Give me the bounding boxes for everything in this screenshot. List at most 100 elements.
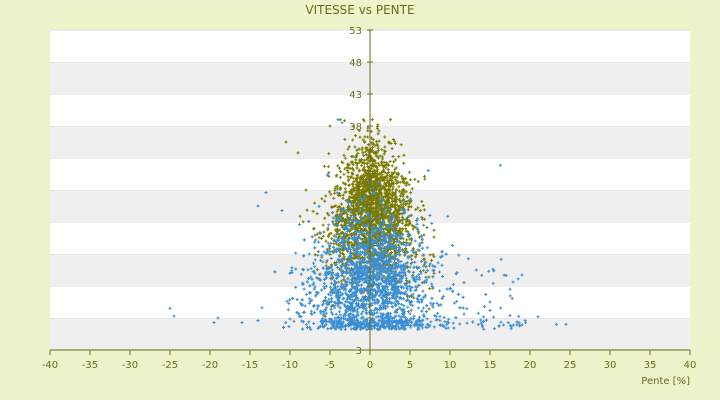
scatter-point-blue	[335, 291, 339, 295]
scatter-point-olive	[407, 222, 411, 226]
scatter-point-blue	[386, 301, 390, 305]
scatter-point-olive	[384, 182, 388, 186]
scatter-point-olive	[405, 282, 409, 286]
scatter-point-blue	[412, 265, 416, 269]
scatter-point-olive	[381, 184, 385, 188]
scatter-point-blue	[366, 247, 370, 251]
scatter-point-olive	[375, 154, 379, 158]
scatter-point-blue	[329, 305, 333, 309]
scatter-point-blue	[342, 296, 346, 300]
scatter-point-blue	[377, 206, 381, 210]
scatter-point-blue	[380, 265, 384, 269]
scatter-point-blue	[350, 259, 354, 263]
scatter-point-blue	[412, 314, 416, 318]
scatter-point-blue	[391, 216, 395, 220]
scatter-point-olive	[395, 182, 399, 186]
scatter-point-olive	[365, 203, 369, 207]
scatter-point-blue	[397, 296, 401, 300]
scatter-point-olive	[324, 264, 328, 268]
scatter-point-blue	[384, 247, 388, 251]
scatter-point-blue	[322, 324, 326, 328]
scatter-point-blue	[433, 265, 437, 269]
scatter-point-blue	[422, 315, 426, 319]
x-tick-label: -20	[202, 360, 218, 371]
scatter-point-olive	[335, 227, 339, 231]
scatter-point-blue	[439, 303, 443, 307]
scatter-point-olive	[284, 140, 288, 144]
scatter-point-blue	[384, 255, 388, 259]
scatter-point-blue	[425, 317, 429, 321]
scatter-point-blue	[298, 222, 302, 226]
scatter-point-olive	[323, 314, 327, 318]
scatter-point-olive	[311, 209, 315, 213]
x-tick-label: -5	[325, 360, 335, 371]
scatter-point-olive	[407, 183, 411, 187]
scatter-point-blue	[339, 265, 343, 269]
scatter-point-blue	[366, 230, 370, 234]
scatter-point-olive	[333, 191, 337, 195]
scatter-point-olive	[351, 205, 355, 209]
scatter-point-olive	[358, 168, 362, 172]
scatter-point-blue	[375, 260, 379, 264]
scatter-point-olive	[322, 230, 326, 234]
scatter-point-blue	[362, 272, 366, 276]
scatter-point-blue	[396, 232, 400, 236]
scatter-point-blue	[384, 259, 388, 263]
scatter-point-blue	[431, 264, 435, 268]
scatter-point-olive	[345, 221, 349, 225]
scatter-point-blue	[287, 302, 291, 306]
scatter-point-blue	[354, 265, 358, 269]
scatter-point-olive	[354, 158, 358, 162]
scatter-point-blue	[420, 322, 424, 326]
scatter-point-blue	[344, 261, 348, 265]
scatter-point-olive	[365, 205, 369, 209]
scatter-point-blue	[381, 223, 385, 227]
scatter-point-olive	[313, 201, 317, 205]
scatter-point-blue	[440, 249, 444, 253]
scatter-point-blue	[348, 321, 352, 325]
scatter-point-olive	[393, 209, 397, 213]
scatter-point-blue	[419, 260, 423, 264]
scatter-point-blue	[401, 233, 405, 237]
scatter-point-blue	[351, 317, 355, 321]
scatter-point-blue	[324, 284, 328, 288]
scatter-point-blue	[332, 283, 336, 287]
scatter-point-olive	[341, 262, 345, 266]
scatter-point-blue	[329, 310, 333, 314]
scatter-point-blue	[288, 298, 292, 302]
scatter-point-blue	[358, 306, 362, 310]
scatter-point-blue	[398, 265, 402, 269]
scatter-point-blue	[318, 272, 322, 276]
scatter-point-blue	[390, 263, 394, 267]
scatter-point-olive	[325, 211, 329, 215]
scatter-point-blue	[310, 298, 314, 302]
scatter-point-olive	[393, 198, 397, 202]
scatter-point-blue	[420, 318, 424, 322]
scatter-point-blue	[342, 270, 346, 274]
scatter-point-olive	[370, 173, 374, 177]
scatter-point-blue	[425, 246, 429, 250]
scatter-point-blue	[377, 319, 381, 323]
scatter-point-blue	[402, 291, 406, 295]
scatter-point-olive	[343, 137, 347, 141]
scatter-point-blue	[474, 268, 478, 272]
scatter-point-olive	[395, 203, 399, 207]
scatter-point-blue	[349, 215, 353, 219]
scatter-point-blue	[363, 267, 367, 271]
scatter-point-blue	[290, 266, 294, 270]
scatter-point-blue	[389, 233, 393, 237]
scatter-point-olive	[388, 159, 392, 163]
scatter-point-olive	[338, 186, 342, 190]
scatter-point-blue	[412, 277, 416, 281]
scatter-point-olive	[332, 242, 336, 246]
scatter-point-olive	[413, 177, 417, 181]
scatter-point-blue	[343, 317, 347, 321]
scatter-point-blue	[286, 308, 290, 312]
scatter-point-olive	[394, 188, 398, 192]
scatter-point-olive	[355, 174, 359, 178]
scatter-point-blue	[324, 323, 328, 327]
scatter-point-olive	[420, 241, 424, 245]
scatter-point-blue	[391, 305, 395, 309]
scatter-point-blue	[359, 242, 363, 246]
scatter-point-olive	[315, 268, 319, 272]
